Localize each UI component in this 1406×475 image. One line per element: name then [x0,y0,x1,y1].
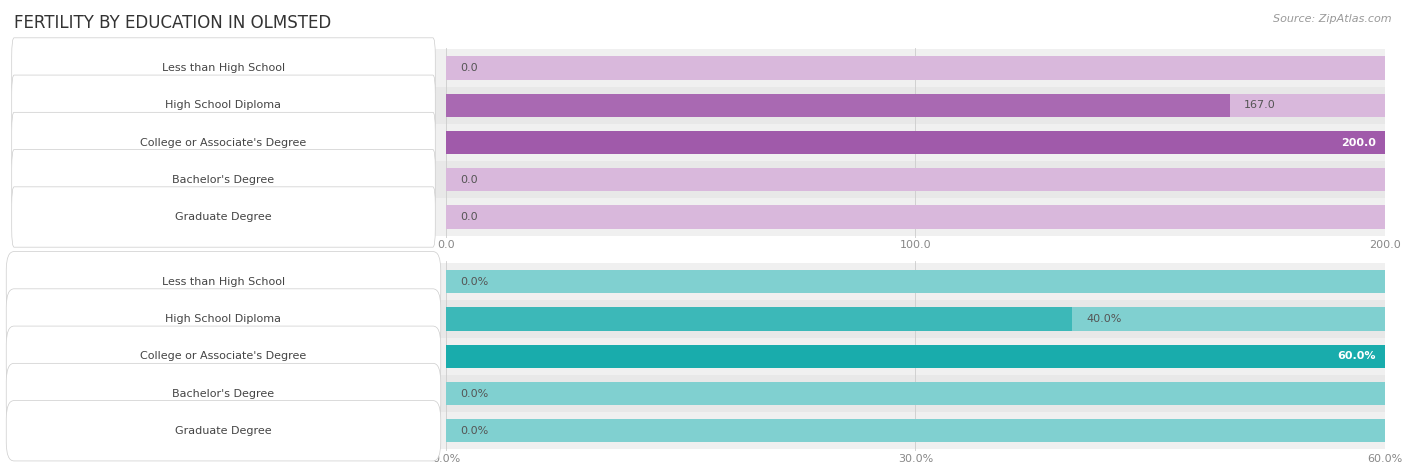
Bar [446,307,1385,331]
Bar [14,263,1385,300]
Bar [446,345,1385,368]
Text: 0.0%: 0.0% [460,426,488,436]
FancyBboxPatch shape [6,326,440,387]
Bar [446,131,1385,154]
FancyBboxPatch shape [11,38,436,98]
Bar [446,345,1385,368]
FancyBboxPatch shape [6,363,440,424]
Text: 0.0: 0.0 [460,63,478,73]
Bar [446,131,1385,154]
Text: Less than High School: Less than High School [162,63,285,73]
Text: Source: ZipAtlas.com: Source: ZipAtlas.com [1274,14,1392,24]
Bar [446,206,1385,228]
Text: FERTILITY BY EDUCATION IN OLMSTED: FERTILITY BY EDUCATION IN OLMSTED [14,14,332,32]
Bar [446,382,1385,405]
Text: 167.0: 167.0 [1244,100,1275,110]
Bar [14,124,1385,161]
Text: 0.0%: 0.0% [460,277,488,287]
Bar [446,168,1385,191]
Text: College or Associate's Degree: College or Associate's Degree [141,137,307,148]
Text: 0.0: 0.0 [460,212,478,222]
FancyBboxPatch shape [11,75,436,135]
FancyBboxPatch shape [6,289,440,349]
Text: Bachelor's Degree: Bachelor's Degree [173,175,274,185]
FancyBboxPatch shape [6,400,440,461]
Bar [14,338,1385,375]
Bar [14,161,1385,199]
Text: Less than High School: Less than High School [162,277,285,287]
Bar [14,199,1385,236]
Text: 0.0: 0.0 [460,175,478,185]
Bar [14,86,1385,124]
Bar [446,270,1385,293]
Text: College or Associate's Degree: College or Associate's Degree [141,351,307,361]
Bar [14,375,1385,412]
Text: 0.0%: 0.0% [460,389,488,399]
Bar [14,412,1385,449]
Text: High School Diploma: High School Diploma [166,100,281,110]
FancyBboxPatch shape [6,252,440,312]
Text: Bachelor's Degree: Bachelor's Degree [173,389,274,399]
Bar [446,57,1385,79]
Text: High School Diploma: High School Diploma [166,314,281,324]
Text: Graduate Degree: Graduate Degree [176,212,271,222]
Text: Graduate Degree: Graduate Degree [176,426,271,436]
FancyBboxPatch shape [11,187,436,247]
Bar [446,307,1071,331]
FancyBboxPatch shape [11,112,436,173]
Text: 200.0: 200.0 [1341,137,1375,148]
Text: 60.0%: 60.0% [1337,351,1375,361]
FancyBboxPatch shape [11,150,436,210]
Bar [14,300,1385,338]
Text: 40.0%: 40.0% [1085,314,1122,324]
Bar [446,419,1385,442]
Bar [446,94,1230,117]
Bar [14,49,1385,86]
Bar [446,94,1385,117]
